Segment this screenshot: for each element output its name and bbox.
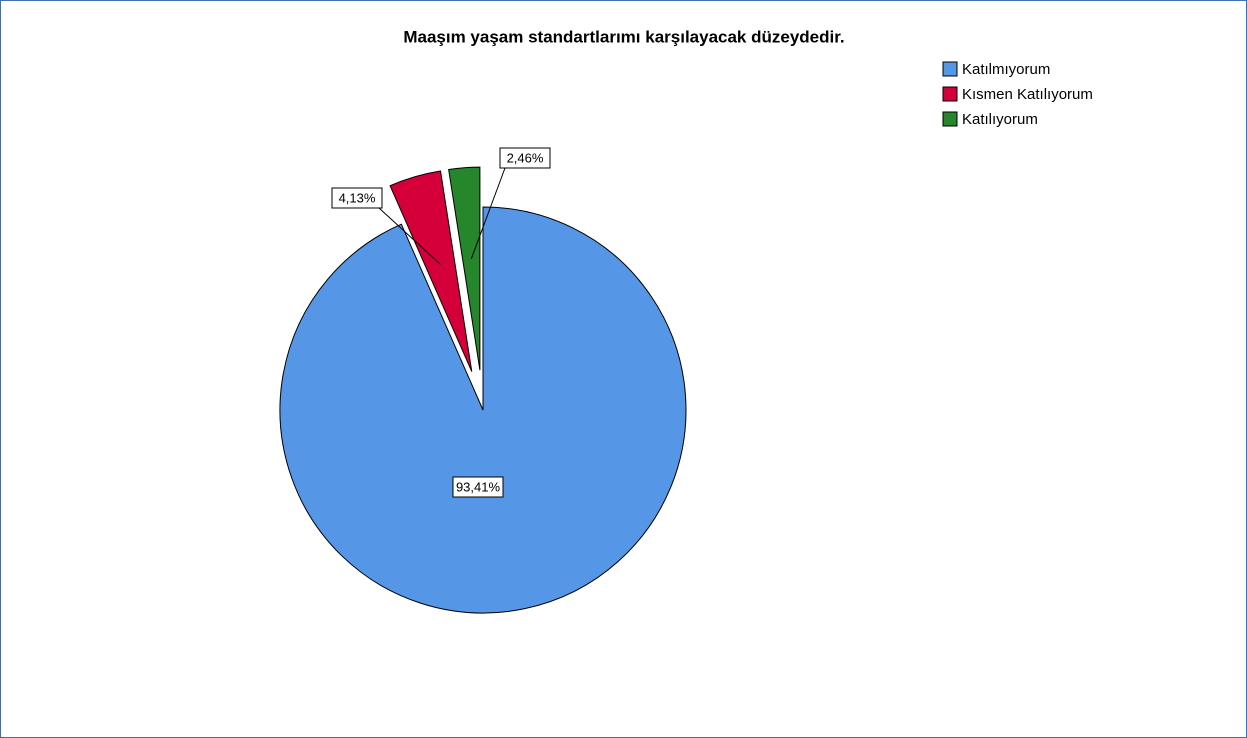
label-box (499, 147, 551, 169)
legend-label: Kısmen Katılıyorum (962, 86, 1093, 103)
data-label: 93,41% (456, 479, 501, 494)
leader-line (470, 167, 506, 259)
leader-line (378, 207, 441, 265)
legend-swatch (942, 111, 958, 127)
chart-title: Maaşım yaşam standartlarımı karşılayacak… (403, 27, 844, 46)
label-box (452, 476, 504, 498)
pie-slice (448, 166, 481, 371)
legend-swatch (942, 61, 958, 77)
legend-label: Katılıyorum (962, 111, 1038, 128)
data-label: 4,13% (339, 190, 376, 205)
label-box (331, 187, 383, 209)
pie-slice (279, 206, 687, 614)
pie-slice (389, 170, 473, 372)
legend-label: Katılmıyorum (962, 61, 1050, 78)
data-label: 2,46% (507, 150, 544, 165)
legend-swatch (942, 86, 958, 102)
